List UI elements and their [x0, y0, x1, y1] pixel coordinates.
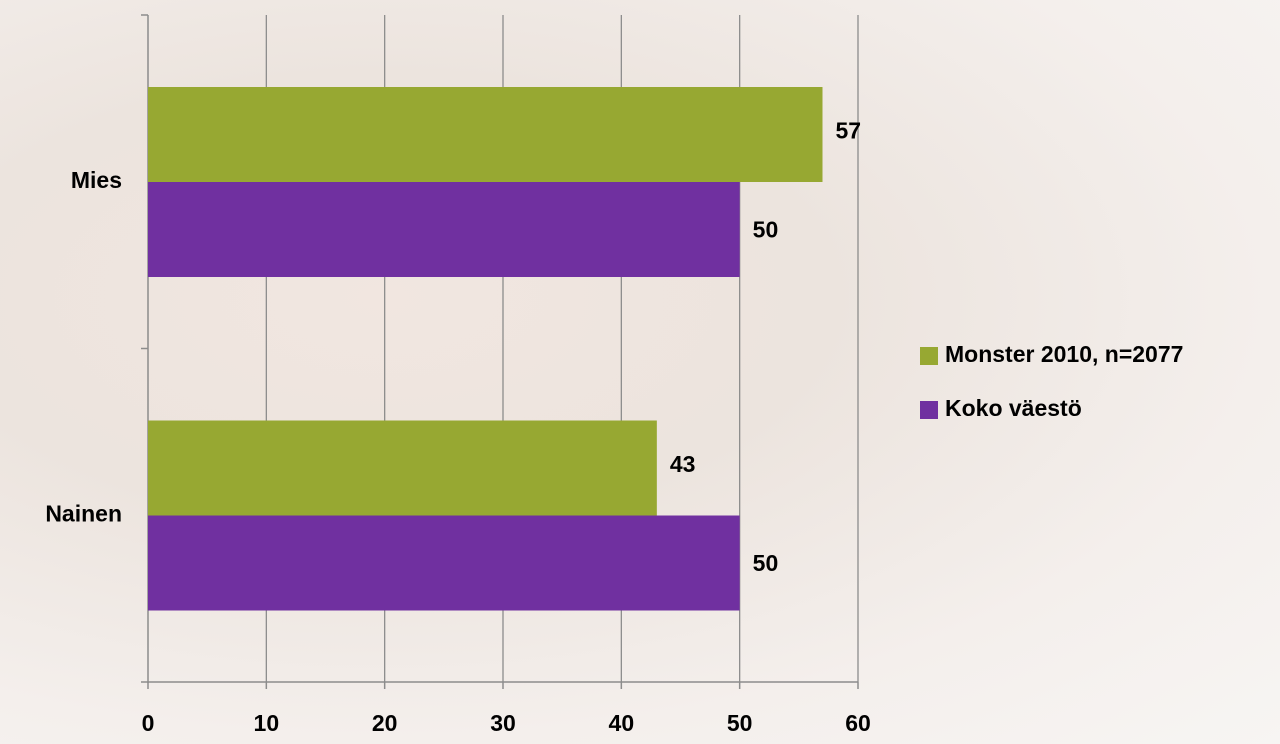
legend-swatch — [920, 347, 938, 365]
x-tick-label: 30 — [490, 710, 516, 736]
page: 0 10 20 30 40 50 60 Mies 57 50 Nainen 43 50 Monster 2… — [0, 0, 1280, 744]
x-tick-label: 10 — [254, 710, 280, 736]
bar — [148, 87, 823, 182]
bar — [148, 182, 740, 277]
legend-swatch — [920, 401, 938, 419]
data-label: 50 — [753, 550, 779, 576]
chart: 0 10 20 30 40 50 60 Mies 57 50 Nainen 43 50 Monster 2… — [0, 0, 1280, 744]
data-label: 57 — [836, 118, 862, 144]
legend-label: Monster 2010, n=2077 — [945, 341, 1183, 367]
data-label: 43 — [670, 451, 696, 477]
x-tick-label: 40 — [609, 710, 635, 736]
bar — [148, 421, 657, 516]
x-tick-label: 0 — [142, 710, 155, 736]
x-tick-label: 50 — [727, 710, 753, 736]
y-tick-label: Nainen — [45, 501, 122, 527]
data-label: 50 — [753, 217, 779, 243]
x-tick-label: 20 — [372, 710, 398, 736]
x-tick-label: 60 — [845, 710, 871, 736]
y-tick-label: Mies — [71, 167, 122, 193]
bar — [148, 516, 740, 611]
legend-label: Koko väestö — [945, 395, 1082, 421]
